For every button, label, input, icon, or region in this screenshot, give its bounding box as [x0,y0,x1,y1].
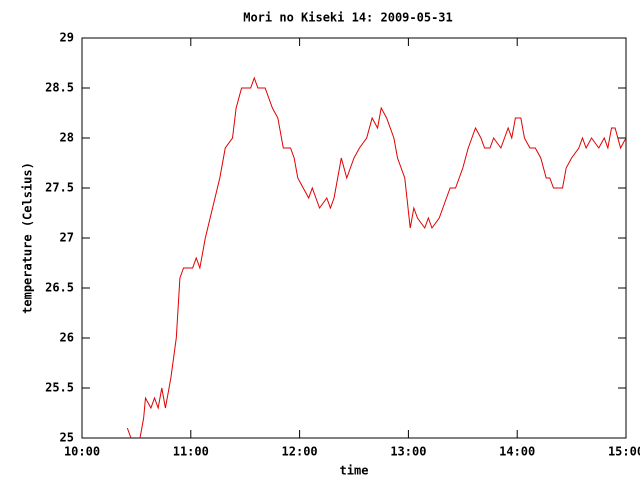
x-tick-label: 10:00 [64,445,100,459]
y-tick-label: 27 [60,231,74,245]
y-tick-label: 28 [60,131,74,145]
y-tick-label: 25 [60,431,74,445]
x-axis-label: time [340,464,369,478]
x-tick-label: 13:00 [390,445,426,459]
chart-title: Mori no Kiseki 14: 2009-05-31 [243,11,453,25]
y-tick-label: 26 [60,331,74,345]
y-tick-label: 27.5 [45,181,74,195]
y-tick-label: 29 [60,31,74,45]
y-tick-label: 28.5 [45,81,74,95]
y-axis-label: temperature (Celsius) [21,162,35,314]
y-tick-label: 26.5 [45,281,74,295]
x-tick-label: 12:00 [282,445,318,459]
x-tick-label: 14:00 [499,445,535,459]
x-tick-label: 15:00 [608,445,640,459]
data-line [126,76,626,438]
plot-border [81,37,627,439]
x-tick-label: 11:00 [173,445,209,459]
y-tick-label: 25.5 [45,381,74,395]
